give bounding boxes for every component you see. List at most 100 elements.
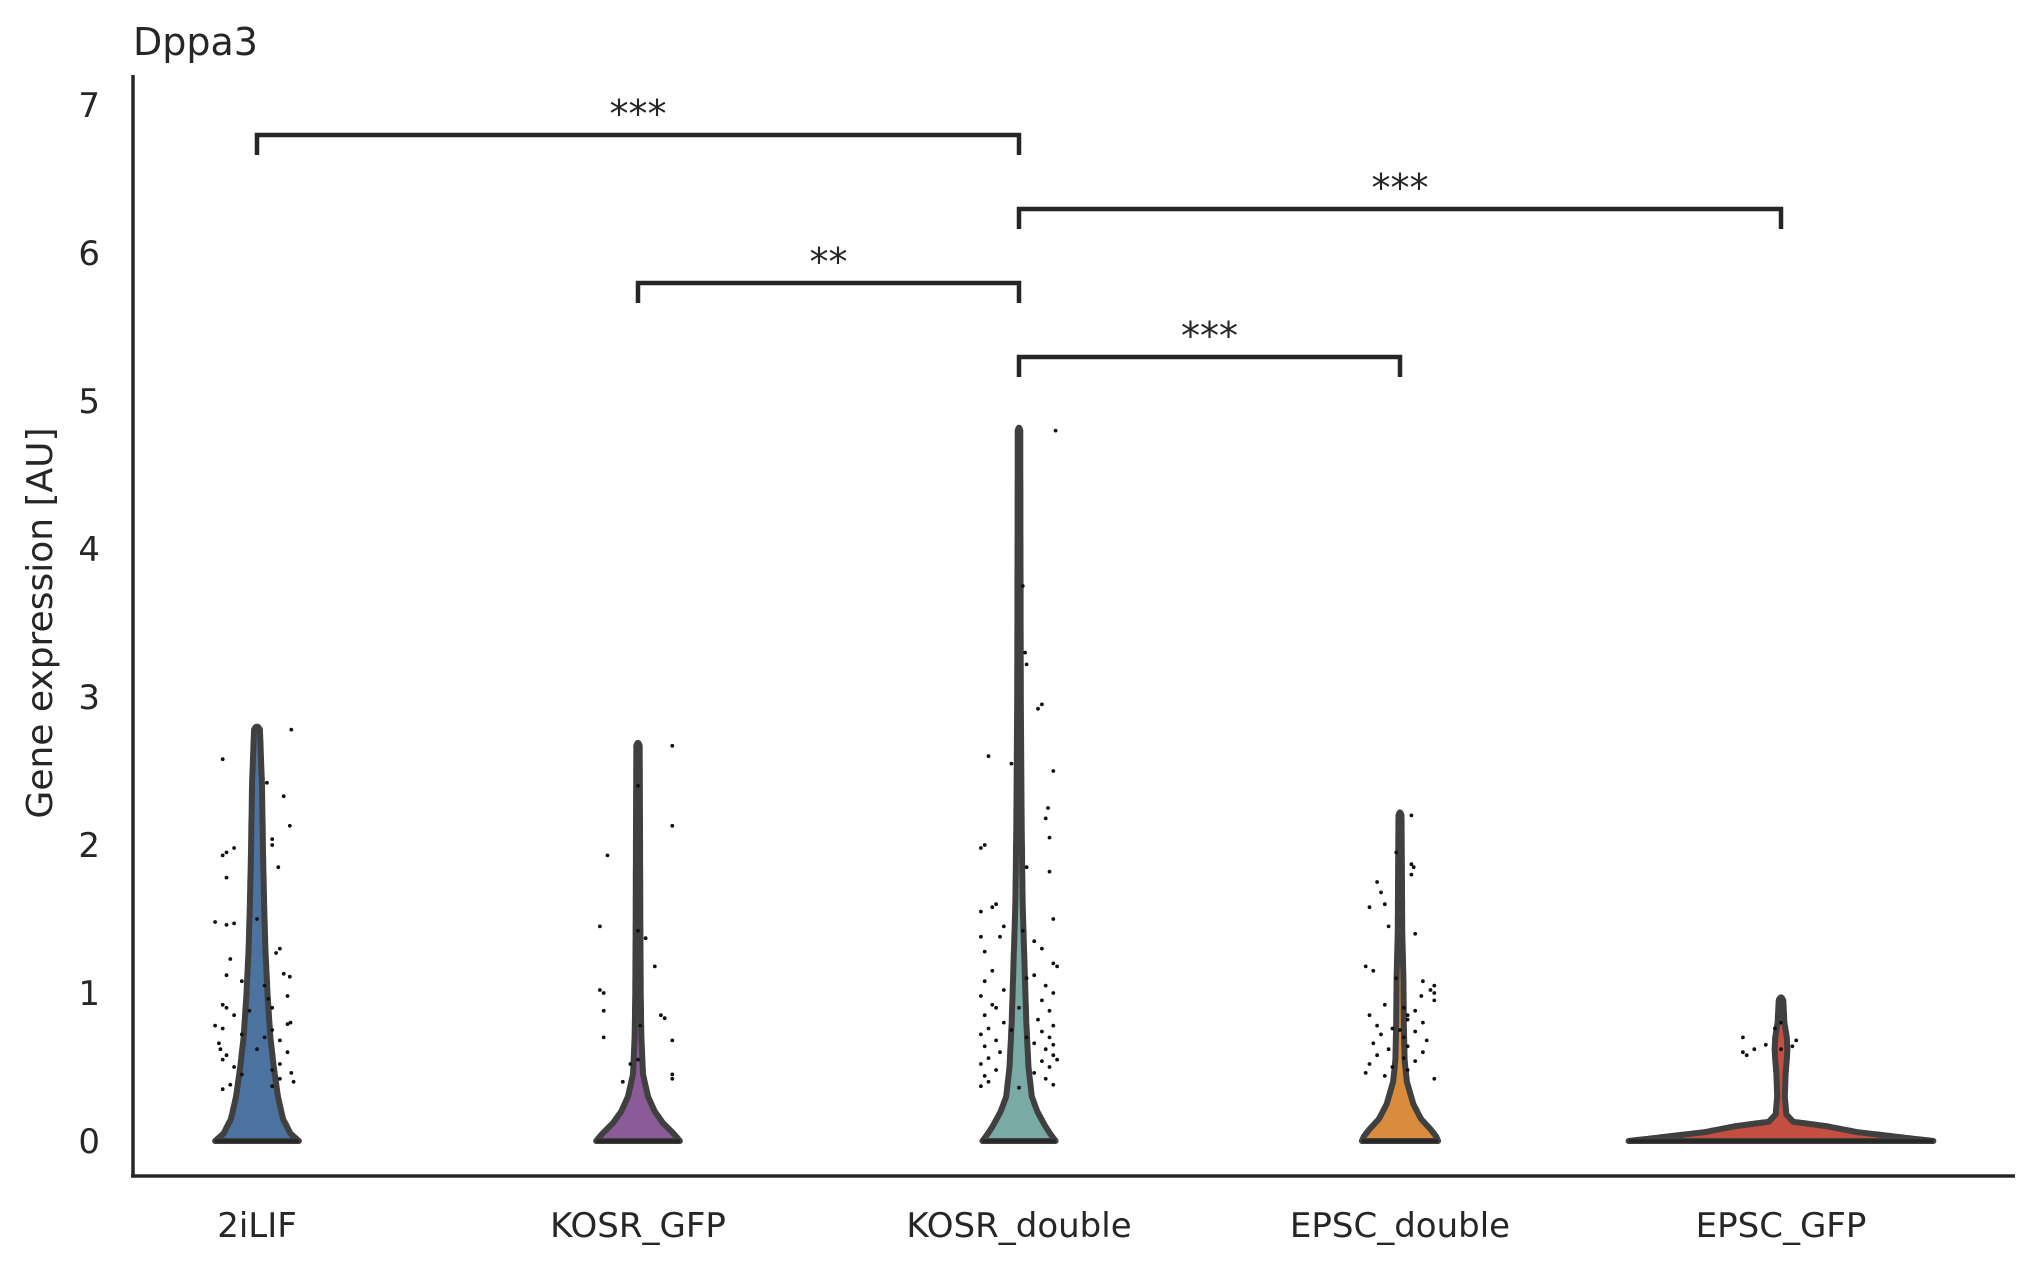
data-point — [1051, 1082, 1056, 1087]
data-point — [1386, 924, 1391, 929]
y-axis-ticks: 0 1 2 3 4 5 6 7 — [78, 86, 100, 1162]
data-point — [1763, 1042, 1768, 1047]
x-tick-label: 2iLIF — [217, 1206, 297, 1246]
data-point — [986, 1026, 991, 1031]
data-point — [1409, 813, 1414, 818]
data-point — [1053, 428, 1058, 433]
data-point — [601, 1008, 606, 1013]
data-point — [270, 843, 275, 847]
data-point — [982, 979, 987, 984]
data-point — [1020, 584, 1025, 588]
data-point — [232, 1013, 237, 1018]
data-point — [1051, 1053, 1056, 1058]
data-point — [1036, 706, 1040, 711]
y-tick-label: 6 — [78, 234, 100, 274]
data-point — [276, 865, 281, 870]
data-point — [1051, 961, 1056, 966]
data-point — [1741, 1050, 1745, 1055]
data-point — [636, 1057, 640, 1062]
data-point — [1405, 1044, 1410, 1049]
data-point — [1051, 917, 1056, 921]
data-point — [1036, 1017, 1040, 1022]
data-point — [1401, 1035, 1406, 1040]
data-point — [224, 1005, 229, 1010]
data-point — [1017, 1005, 1021, 1010]
data-point — [270, 1028, 275, 1032]
data-point — [217, 1041, 221, 1046]
data-point — [1032, 1071, 1037, 1075]
data-point — [1032, 973, 1037, 978]
data-point — [1375, 880, 1379, 884]
data-point — [1421, 1050, 1425, 1055]
significance-bracket — [1016, 206, 1784, 229]
data-point — [1047, 835, 1052, 840]
data-point — [1020, 928, 1025, 933]
data-point — [287, 974, 292, 979]
data-point — [1024, 865, 1029, 870]
data-point — [1409, 862, 1414, 867]
data-point — [1024, 1035, 1029, 1040]
data-point — [289, 1071, 294, 1075]
significance-label: *** — [1372, 166, 1429, 210]
data-point — [288, 1020, 293, 1025]
data-point — [1023, 650, 1027, 655]
data-point — [285, 1022, 290, 1026]
data-point — [994, 1038, 998, 1043]
data-point — [1421, 979, 1425, 984]
data-point — [605, 853, 610, 858]
violin-2iLIF — [212, 723, 302, 1144]
data-point — [1432, 991, 1437, 995]
data-point — [670, 743, 675, 748]
significance-brackets: *********** — [254, 92, 1784, 377]
data-point — [982, 843, 987, 847]
y-tick-label: 4 — [78, 530, 100, 570]
y-tick-label: 7 — [78, 86, 100, 126]
data-point — [986, 754, 991, 759]
violin-EPSC_double — [1358, 809, 1442, 1144]
data-point — [1413, 1008, 1418, 1013]
data-point — [220, 1026, 225, 1031]
violin-KOSR_double — [979, 424, 1059, 1144]
data-point — [220, 853, 225, 858]
data-point — [1432, 998, 1437, 1003]
data-point — [1367, 1013, 1372, 1018]
data-point — [994, 902, 998, 907]
data-point — [1394, 850, 1399, 855]
data-point — [232, 846, 237, 850]
data-point — [1790, 1044, 1795, 1049]
data-point — [1382, 1002, 1387, 1007]
data-point — [1744, 1053, 1749, 1058]
data-point — [1055, 1057, 1059, 1062]
data-point — [278, 1062, 282, 1066]
data-point — [1017, 1085, 1021, 1090]
data-points — [213, 428, 1799, 1092]
data-point — [620, 1079, 625, 1084]
data-point — [232, 921, 237, 926]
data-point — [1421, 1020, 1425, 1025]
x-tick-label: EPSC_double — [1290, 1206, 1510, 1246]
data-point — [287, 823, 292, 828]
data-point — [285, 1050, 290, 1055]
data-point — [998, 934, 1002, 939]
data-point — [1779, 1020, 1783, 1025]
data-point — [659, 1013, 663, 1018]
data-point — [1371, 1041, 1376, 1046]
data-point — [1390, 1065, 1395, 1069]
data-point — [1432, 1076, 1437, 1081]
violin-KOSR_GFP — [593, 739, 683, 1144]
data-point — [638, 1023, 643, 1028]
data-point — [636, 928, 640, 933]
data-point — [1001, 988, 1006, 992]
data-point — [643, 936, 648, 941]
data-point — [220, 1002, 225, 1007]
data-point — [1051, 769, 1056, 773]
data-point — [1411, 865, 1416, 870]
data-point — [228, 957, 233, 961]
data-point — [1413, 1029, 1418, 1034]
data-point — [224, 1053, 229, 1058]
data-point — [220, 1057, 225, 1062]
data-point — [1405, 1017, 1410, 1022]
data-point — [1040, 1059, 1044, 1063]
data-point — [232, 1065, 237, 1069]
